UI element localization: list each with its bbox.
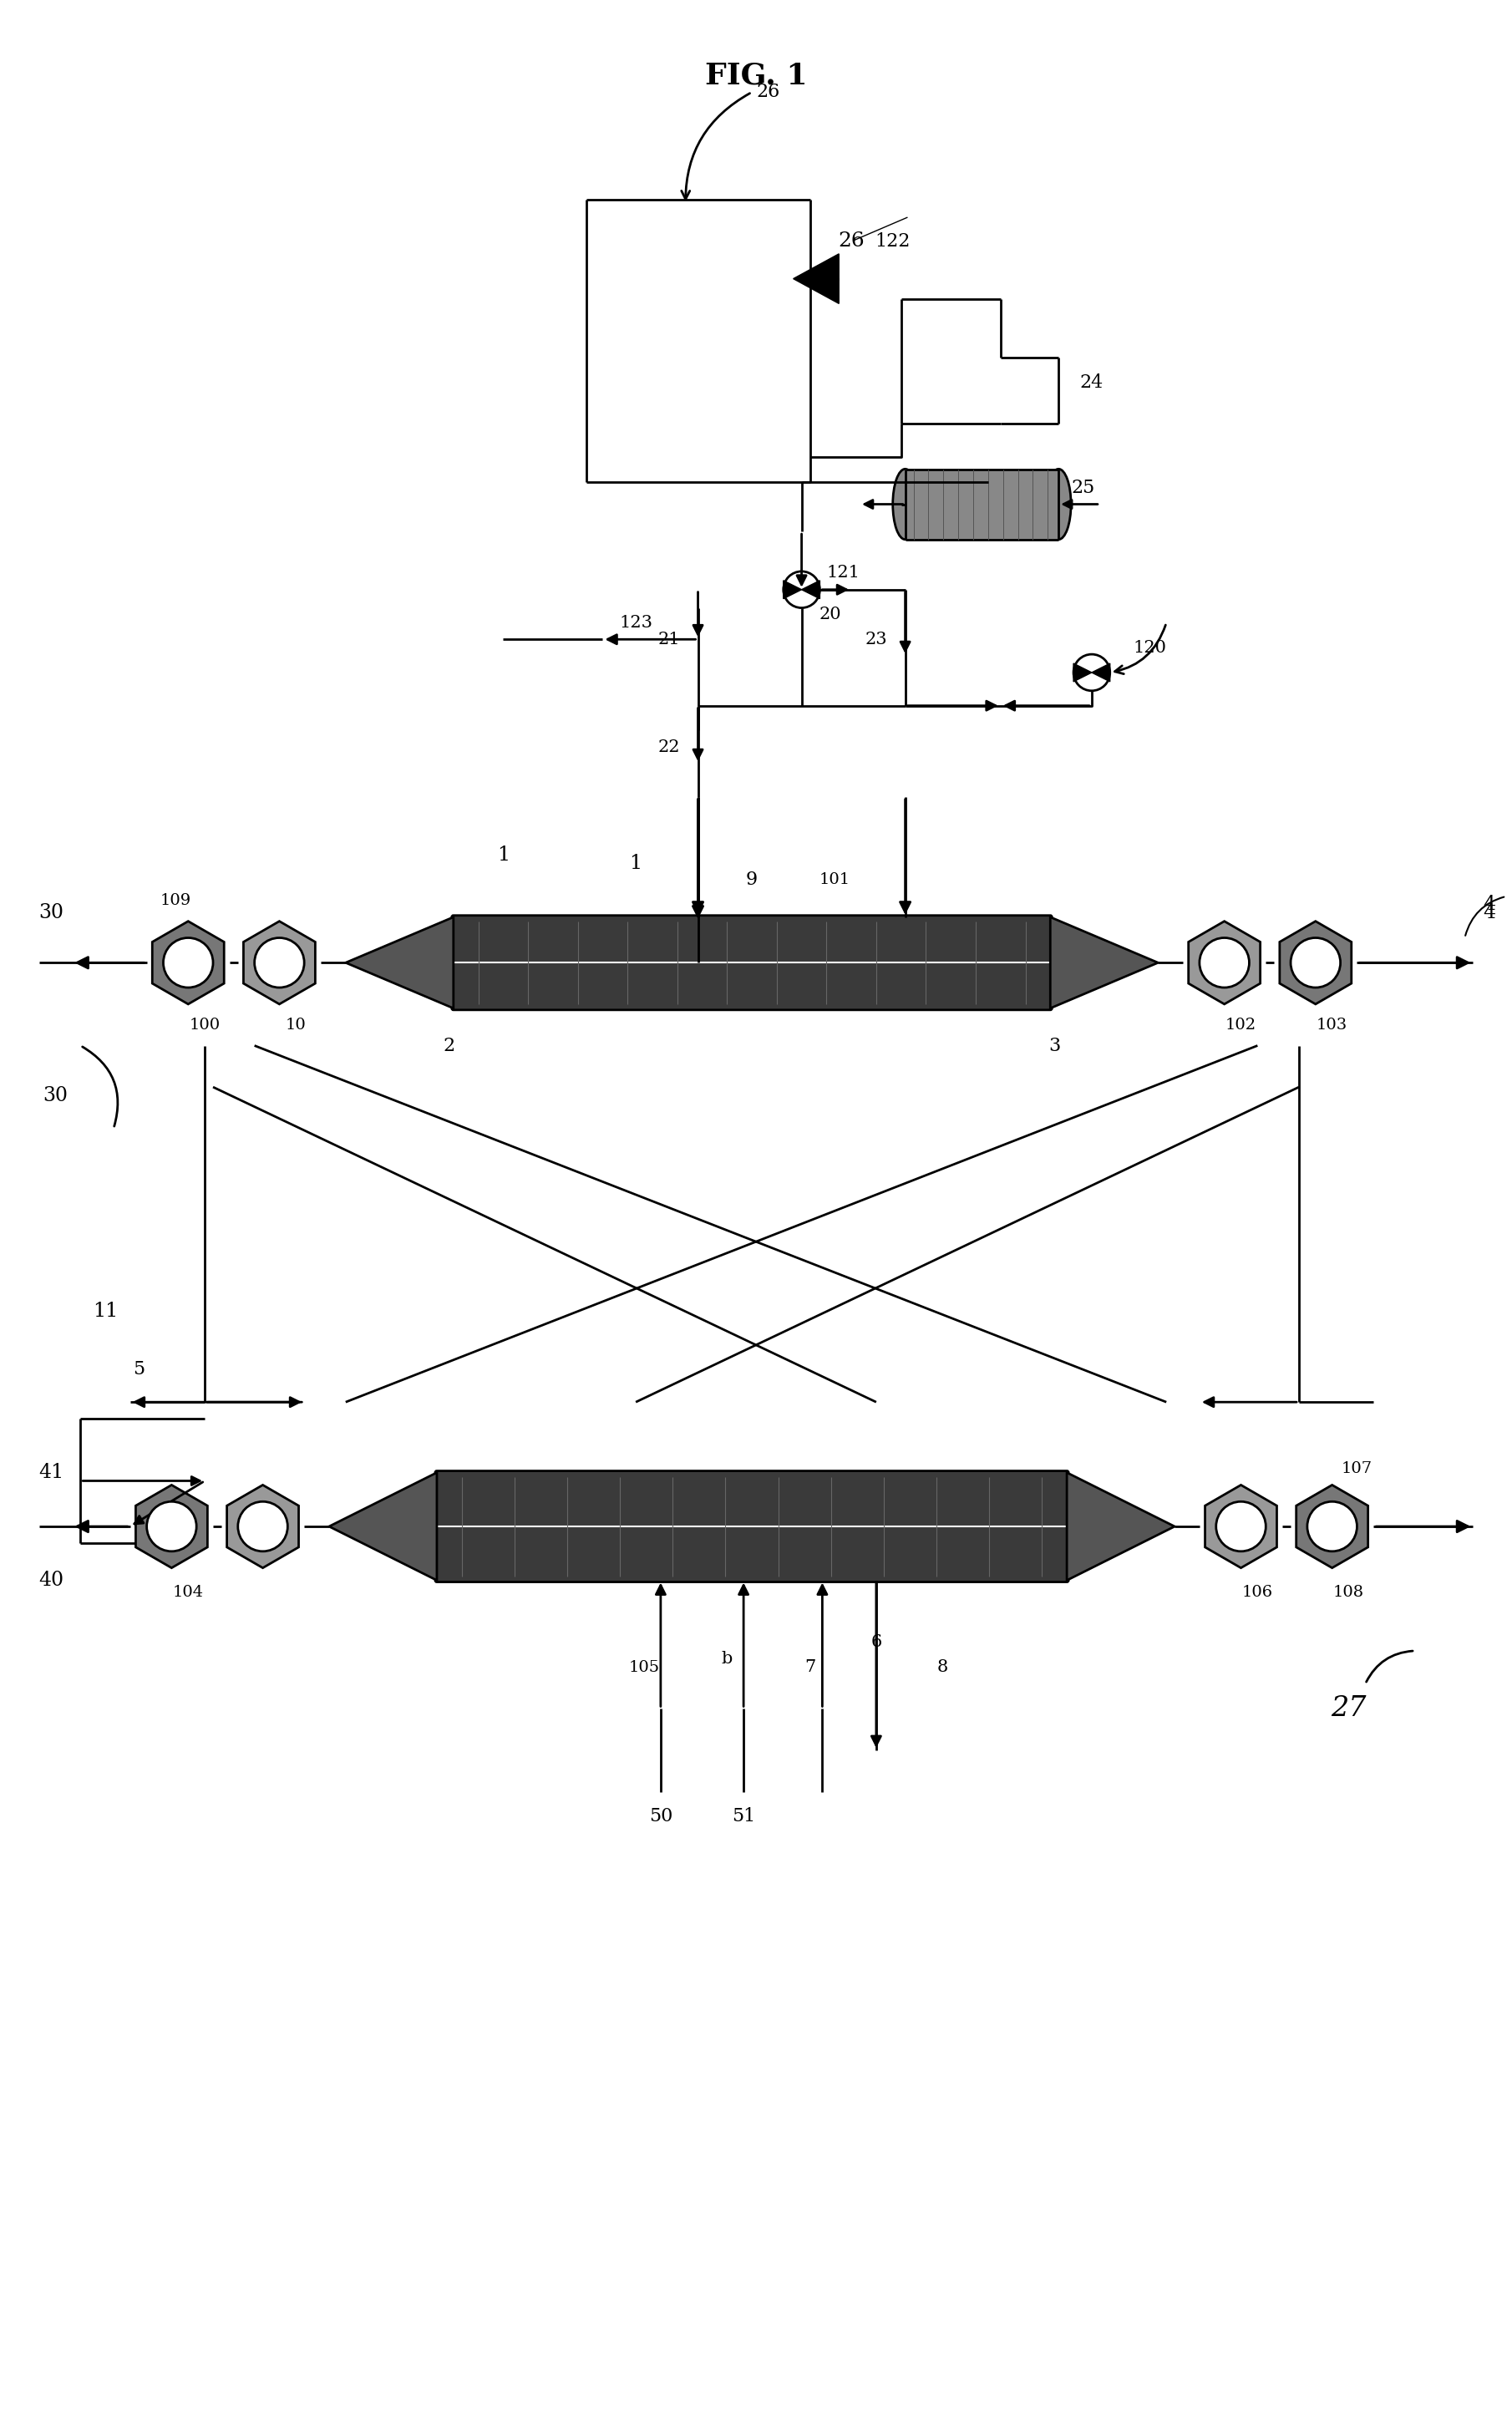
FancyBboxPatch shape	[452, 916, 1052, 1010]
Text: 27: 27	[1331, 1694, 1367, 1723]
Ellipse shape	[1046, 469, 1070, 539]
Text: 51: 51	[732, 1808, 756, 1825]
Polygon shape	[346, 916, 454, 1008]
Text: 106: 106	[1241, 1586, 1273, 1600]
Text: 26: 26	[838, 232, 865, 251]
Text: 2: 2	[443, 1037, 455, 1054]
Text: 6: 6	[871, 1634, 881, 1651]
Text: 120: 120	[1132, 641, 1166, 655]
Text: 4: 4	[1483, 904, 1495, 923]
Polygon shape	[1092, 662, 1110, 682]
Text: 108: 108	[1334, 1586, 1364, 1600]
Text: 121: 121	[827, 566, 860, 580]
Text: 20: 20	[820, 607, 842, 624]
Circle shape	[1074, 655, 1110, 691]
Circle shape	[1199, 938, 1249, 989]
Text: 4: 4	[1483, 894, 1495, 914]
Polygon shape	[1067, 1472, 1175, 1581]
Text: 8: 8	[937, 1660, 948, 1675]
Text: FIG. 1: FIG. 1	[705, 60, 807, 89]
Text: 105: 105	[629, 1660, 659, 1675]
Polygon shape	[1188, 921, 1259, 1003]
Text: 122: 122	[875, 232, 910, 251]
Circle shape	[147, 1501, 197, 1552]
Text: 104: 104	[172, 1586, 204, 1600]
Text: 50: 50	[649, 1808, 673, 1825]
FancyBboxPatch shape	[435, 1472, 1069, 1583]
Circle shape	[237, 1501, 287, 1552]
Polygon shape	[783, 580, 801, 599]
Circle shape	[1216, 1501, 1266, 1552]
Polygon shape	[794, 254, 839, 305]
Text: 101: 101	[820, 873, 850, 887]
Polygon shape	[1205, 1484, 1276, 1569]
Text: 24: 24	[1080, 372, 1104, 392]
Text: 30: 30	[42, 1085, 68, 1105]
Text: 40: 40	[39, 1571, 64, 1590]
Polygon shape	[1279, 921, 1352, 1003]
Text: b: b	[721, 1651, 732, 1668]
Polygon shape	[1051, 916, 1158, 1008]
Text: 21: 21	[658, 631, 680, 648]
Text: 41: 41	[39, 1462, 64, 1482]
Polygon shape	[153, 921, 224, 1003]
Text: 26: 26	[756, 82, 780, 102]
Text: 123: 123	[618, 614, 653, 631]
Text: 1: 1	[629, 853, 643, 873]
Polygon shape	[330, 1472, 437, 1581]
Circle shape	[254, 938, 304, 989]
Polygon shape	[1074, 662, 1092, 682]
Text: 30: 30	[39, 904, 64, 923]
Polygon shape	[136, 1484, 207, 1569]
Text: 5: 5	[133, 1361, 144, 1378]
Text: 100: 100	[189, 1018, 221, 1032]
Text: 23: 23	[865, 631, 888, 648]
Text: 102: 102	[1225, 1018, 1256, 1032]
Text: 22: 22	[658, 740, 680, 754]
Text: 103: 103	[1317, 1018, 1347, 1032]
FancyBboxPatch shape	[906, 469, 1058, 539]
Circle shape	[1308, 1501, 1356, 1552]
Circle shape	[783, 570, 820, 607]
Polygon shape	[227, 1484, 299, 1569]
Circle shape	[163, 938, 213, 989]
Text: 10: 10	[286, 1018, 307, 1032]
Text: 3: 3	[1048, 1037, 1060, 1054]
Ellipse shape	[892, 469, 918, 539]
Circle shape	[1291, 938, 1341, 989]
Text: 7: 7	[804, 1660, 815, 1675]
Text: 109: 109	[160, 892, 192, 909]
Text: 107: 107	[1341, 1460, 1373, 1477]
Text: 1: 1	[497, 846, 510, 865]
Text: 9: 9	[745, 870, 758, 889]
Polygon shape	[1296, 1484, 1368, 1569]
Text: 11: 11	[92, 1300, 118, 1320]
Polygon shape	[801, 580, 820, 599]
Polygon shape	[243, 921, 314, 1003]
Text: 25: 25	[1072, 479, 1095, 498]
